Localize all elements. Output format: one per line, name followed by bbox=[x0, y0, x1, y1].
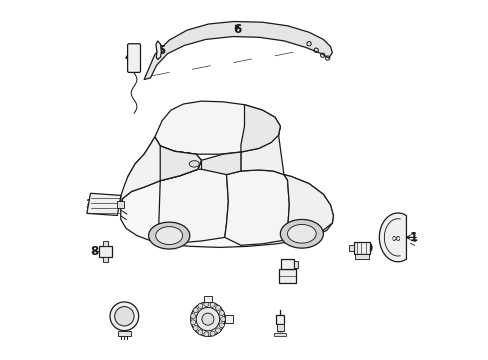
Text: 11: 11 bbox=[114, 310, 130, 323]
Ellipse shape bbox=[280, 220, 323, 248]
Polygon shape bbox=[156, 41, 161, 59]
Circle shape bbox=[193, 308, 198, 313]
Circle shape bbox=[215, 328, 220, 333]
Circle shape bbox=[110, 302, 139, 330]
Text: 10: 10 bbox=[357, 242, 373, 255]
Polygon shape bbox=[241, 126, 284, 175]
Polygon shape bbox=[128, 137, 201, 192]
Polygon shape bbox=[121, 137, 201, 209]
Bar bbox=[355, 255, 368, 259]
Polygon shape bbox=[158, 169, 228, 243]
FancyBboxPatch shape bbox=[127, 44, 140, 72]
Circle shape bbox=[219, 310, 224, 315]
Polygon shape bbox=[379, 213, 406, 262]
Bar bbox=[224, 315, 233, 323]
Bar bbox=[353, 242, 369, 255]
Bar bbox=[281, 259, 293, 269]
Text: 6: 6 bbox=[233, 23, 241, 36]
Bar bbox=[276, 315, 284, 324]
Text: 3: 3 bbox=[85, 198, 93, 211]
Circle shape bbox=[215, 305, 220, 310]
Polygon shape bbox=[121, 169, 333, 247]
Circle shape bbox=[198, 330, 203, 335]
Bar bbox=[293, 261, 298, 268]
Bar bbox=[203, 296, 212, 302]
Bar bbox=[99, 246, 112, 257]
Circle shape bbox=[219, 323, 224, 328]
Bar bbox=[117, 201, 123, 208]
Bar bbox=[103, 257, 107, 262]
Polygon shape bbox=[201, 152, 241, 175]
Circle shape bbox=[115, 307, 134, 326]
Circle shape bbox=[203, 302, 208, 307]
Bar bbox=[274, 333, 286, 336]
Ellipse shape bbox=[189, 161, 199, 167]
Text: 2: 2 bbox=[210, 311, 218, 325]
Circle shape bbox=[193, 325, 198, 330]
Text: ∞: ∞ bbox=[390, 231, 401, 244]
Ellipse shape bbox=[148, 222, 189, 249]
Polygon shape bbox=[155, 101, 280, 154]
Bar bbox=[103, 241, 107, 246]
Text: 7: 7 bbox=[289, 267, 297, 280]
Polygon shape bbox=[87, 193, 121, 216]
Text: 1: 1 bbox=[408, 231, 416, 244]
Bar bbox=[118, 330, 131, 336]
Text: 8: 8 bbox=[90, 245, 99, 258]
Polygon shape bbox=[160, 146, 201, 181]
Text: 4: 4 bbox=[124, 51, 132, 64]
Ellipse shape bbox=[155, 226, 182, 244]
Text: 9: 9 bbox=[276, 322, 284, 335]
Polygon shape bbox=[144, 22, 332, 80]
Circle shape bbox=[190, 320, 195, 325]
Bar bbox=[278, 269, 296, 283]
Circle shape bbox=[220, 317, 225, 321]
Circle shape bbox=[202, 313, 214, 325]
Circle shape bbox=[190, 302, 224, 336]
Circle shape bbox=[190, 314, 195, 319]
Polygon shape bbox=[284, 175, 333, 238]
Polygon shape bbox=[224, 170, 289, 245]
Bar bbox=[348, 245, 353, 251]
Circle shape bbox=[210, 331, 215, 336]
Circle shape bbox=[210, 302, 215, 307]
Ellipse shape bbox=[287, 225, 316, 243]
Polygon shape bbox=[241, 105, 280, 152]
Text: 5: 5 bbox=[156, 44, 164, 57]
Circle shape bbox=[198, 303, 203, 309]
Circle shape bbox=[203, 332, 208, 337]
Circle shape bbox=[196, 307, 219, 331]
Bar bbox=[277, 324, 283, 330]
